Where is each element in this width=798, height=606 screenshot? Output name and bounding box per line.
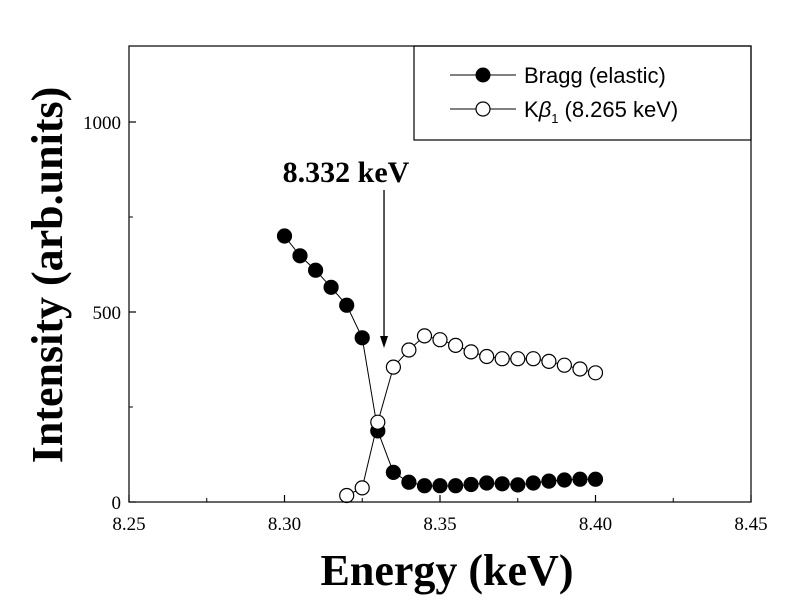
legend-box bbox=[413, 45, 752, 141]
bragg-point bbox=[572, 471, 588, 487]
bragg-point bbox=[494, 476, 510, 492]
kbeta-point bbox=[370, 414, 386, 430]
bragg-point bbox=[323, 279, 339, 295]
kbeta-point bbox=[510, 351, 526, 367]
kbeta-point bbox=[432, 332, 448, 348]
legend-kbeta-k: K bbox=[524, 97, 539, 122]
y-tick-label: 500 bbox=[93, 303, 122, 324]
series-line-1 bbox=[346, 335, 596, 496]
bragg-point bbox=[510, 477, 526, 493]
bragg-point bbox=[354, 330, 370, 346]
kbeta-point bbox=[572, 361, 588, 377]
bragg-point bbox=[448, 478, 464, 494]
kbeta-point bbox=[354, 480, 370, 496]
kbeta-point bbox=[339, 487, 355, 504]
kbeta-point bbox=[385, 359, 401, 375]
bragg-point bbox=[432, 478, 448, 494]
legend-kbeta-sub: 1 bbox=[551, 111, 558, 126]
plot-frame bbox=[128, 45, 752, 503]
bragg-point bbox=[479, 475, 495, 491]
x-tick-label: 8.30 bbox=[268, 514, 301, 535]
bragg-point bbox=[292, 248, 308, 264]
legend-label-kbeta: Kβ1 (8.265 keV) bbox=[524, 97, 678, 126]
kbeta-point bbox=[541, 353, 557, 369]
bragg-point bbox=[541, 473, 557, 489]
bragg-point bbox=[385, 464, 401, 480]
legend-kbeta-rest: (8.265 keV) bbox=[565, 97, 679, 122]
legend: Bragg (elastic) Kβ1 (8.265 keV) bbox=[413, 45, 752, 141]
x-tick-label: 8.35 bbox=[423, 514, 456, 535]
legend-marker-kbeta bbox=[475, 101, 491, 117]
kbeta-point bbox=[416, 328, 433, 344]
kbeta-point bbox=[587, 365, 604, 381]
y-tick-label: 0 bbox=[112, 493, 122, 514]
x-tick-label: 8.45 bbox=[734, 514, 767, 535]
bragg-point bbox=[587, 471, 604, 487]
bragg-point bbox=[308, 262, 324, 278]
kbeta-point bbox=[463, 344, 479, 360]
kbeta-point bbox=[448, 337, 464, 353]
legend-label-bragg: Bragg (elastic) bbox=[524, 63, 666, 88]
axis-ticks: 8.25 8.30 8.35 8.40 8.45 0 500 1000 bbox=[83, 113, 768, 535]
bragg-point bbox=[525, 475, 541, 491]
bragg-point bbox=[339, 297, 355, 313]
annotation-arrowhead bbox=[380, 336, 389, 348]
x-tick-label: 8.40 bbox=[579, 514, 612, 535]
x-tick-label: 8.25 bbox=[112, 514, 145, 535]
kbeta-point bbox=[556, 357, 573, 373]
legend-kbeta-beta: β bbox=[538, 97, 552, 122]
bragg-point bbox=[401, 474, 417, 490]
y-axis-label: Intensity (arb.units) bbox=[23, 87, 72, 464]
bragg-point bbox=[463, 476, 479, 493]
bragg-point bbox=[276, 228, 293, 244]
bragg-point bbox=[416, 478, 433, 494]
series-layer bbox=[276, 228, 604, 504]
legend-marker-bragg bbox=[475, 67, 491, 83]
bragg-point bbox=[556, 472, 573, 488]
y-tick-label: 1000 bbox=[83, 113, 121, 134]
kbeta-point bbox=[525, 351, 541, 367]
kbeta-point bbox=[479, 348, 495, 365]
kbeta-point bbox=[401, 342, 417, 358]
x-axis-label: Energy (keV) bbox=[321, 546, 574, 595]
annotation-label: 8.332 keV bbox=[283, 156, 410, 189]
kbeta-point bbox=[494, 351, 510, 367]
